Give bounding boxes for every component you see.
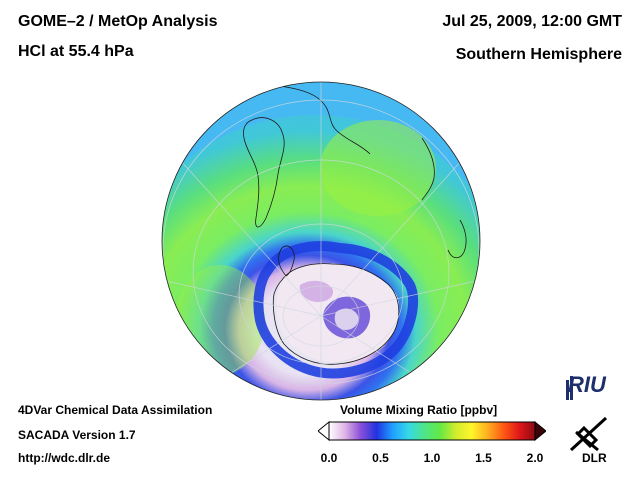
colorbar [318, 420, 546, 442]
hemisphere-label: Southern Hemisphere [455, 46, 622, 63]
colorbar-tick-label: 2.0 [526, 451, 544, 465]
title: GOME–2 / MetOp Analysis [18, 13, 218, 30]
footer-url[interactable]: http://wdc.dlr.de [18, 451, 110, 465]
hcl-high-band [320, 120, 436, 216]
footer-line-2: SACADA Version 1.7 [18, 428, 136, 442]
date-label: Jul 25, 2009, 12:00 GMT [442, 13, 622, 30]
colorbar-max-arrow [534, 420, 546, 442]
globe-outline [161, 81, 481, 401]
dlr-logo-mark [569, 416, 608, 452]
dlr-logo-text: DLR [582, 451, 607, 465]
colorbar-tick-label: 1.0 [423, 451, 441, 465]
coastlines [243, 84, 467, 365]
footer-line-1: 4DVar Chemical Data Assimilation [18, 403, 213, 417]
colorbar-tick-label: 0.0 [320, 451, 338, 465]
colorbar-tick-label: 1.5 [475, 451, 492, 465]
riu-logo: RIU [568, 372, 606, 397]
vortex-edge [253, 241, 419, 379]
colorbar-title: Volume Mixing Ratio [ppbv] [340, 403, 498, 417]
riu-logo-mark [565, 376, 575, 400]
colorbar-tick-label: 0.5 [372, 451, 389, 465]
graticule [162, 82, 480, 400]
globe-map [161, 81, 481, 401]
colorbar-bar [328, 421, 536, 441]
colorbar-min-arrow [318, 420, 330, 442]
subtitle: HCl at 55.4 hPa [18, 43, 134, 60]
